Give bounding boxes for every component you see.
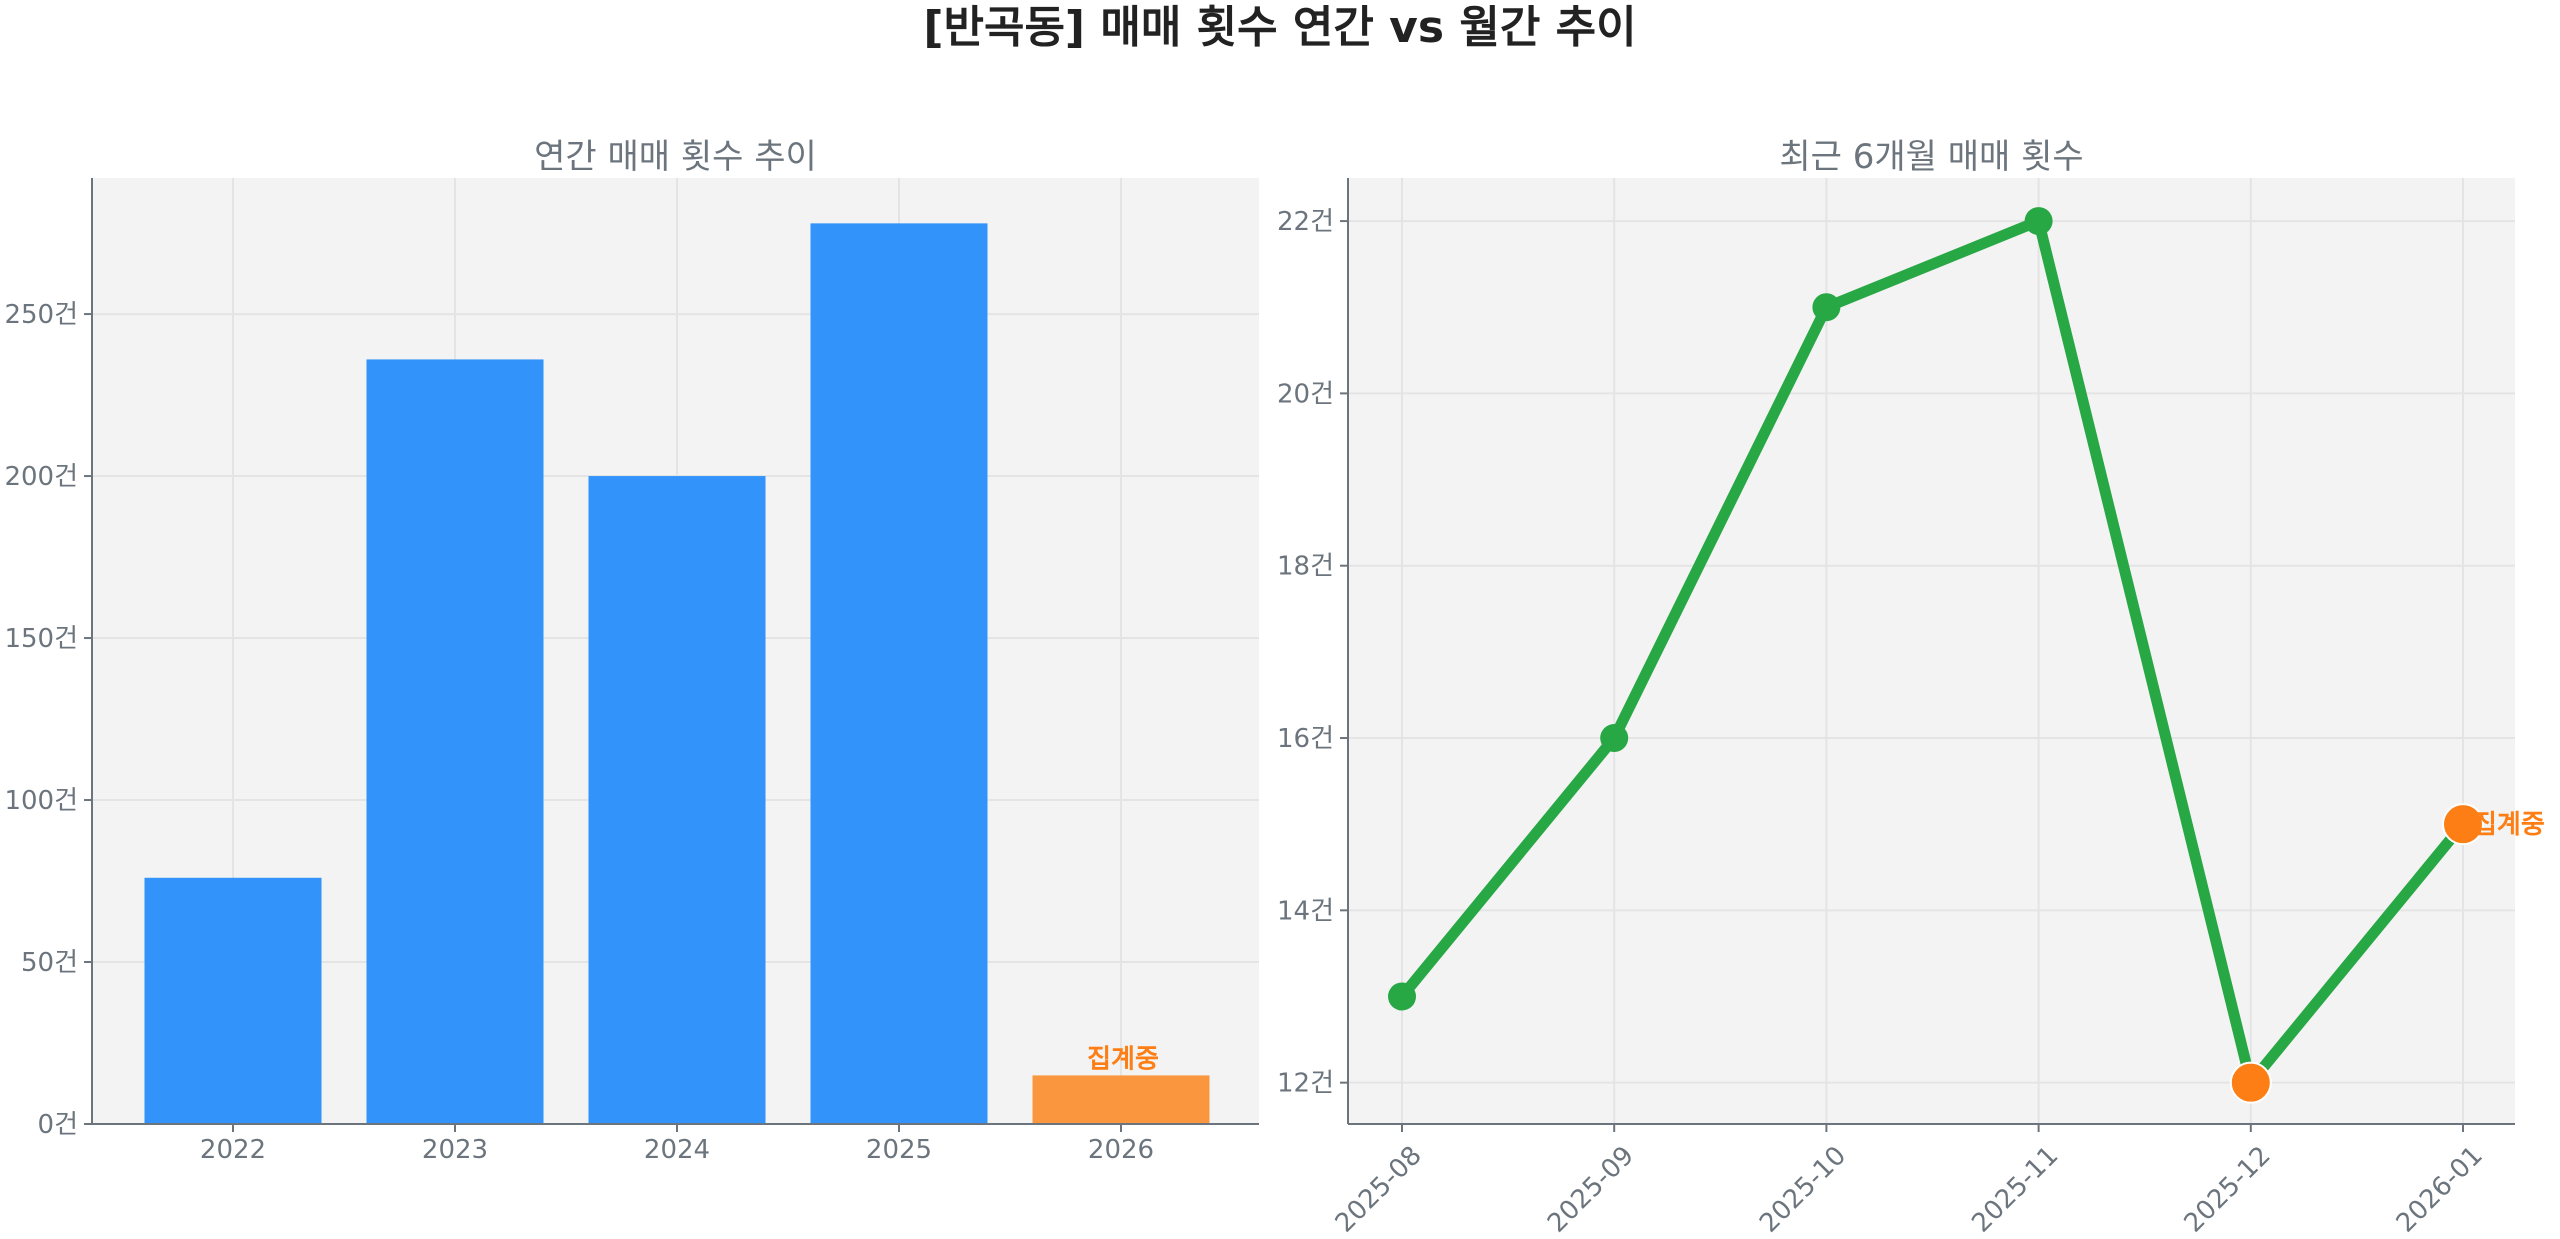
annual-bar-chart: 연간 매매 횟수 추이 0건 50건 100건 150건 200건 250건 2022 2023… [4, 137, 1259, 1165]
x-tick-label: 2026-01 [2391, 1141, 2489, 1235]
y-tick-label: 250건 [4, 300, 78, 330]
y-tick-label: 22건 [1277, 207, 1334, 237]
x-tick-label: 2026 [1088, 1135, 1154, 1165]
y-tick-label: 16건 [1277, 724, 1334, 754]
x-tick-label: 2025-08 [1330, 1141, 1428, 1235]
y-tick-label: 20건 [1277, 379, 1334, 409]
bar-2023 [366, 359, 544, 1124]
x-tick-label: 2025-12 [2179, 1141, 2277, 1235]
bar-2022 [144, 877, 322, 1124]
plot-background [1348, 178, 2515, 1124]
x-tick-label: 2025-11 [1966, 1141, 2064, 1235]
y-tick-label: 12건 [1277, 1069, 1334, 1099]
trend-line [1396, 215, 2469, 1089]
y-tick-label: 0건 [38, 1110, 78, 1140]
partial-data-annotation: 집계중 [1087, 1044, 1159, 1074]
x-tick-label: 2025 [866, 1135, 932, 1165]
bar-2024 [588, 476, 766, 1124]
x-tick-label: 2025-09 [1542, 1141, 1640, 1235]
x-tick-label: 2023 [422, 1135, 488, 1165]
partial-data-annotation: 집계중 [2473, 810, 2545, 840]
y-tick-label: 18건 [1277, 552, 1334, 582]
bar-2026 [1032, 1075, 1210, 1124]
x-tick-label: 2024 [644, 1135, 710, 1165]
figure-title: [반곡동] 매매 횟수 연간 vs 월간 추이 [923, 2, 1636, 53]
data-marker-2025-10 [1812, 293, 1841, 322]
highlight-marker-2025-12 [2229, 1061, 2272, 1104]
monthly-line-chart: 최근 6개월 매매 횟수 12건 14건 16건 18건 20건 22건 2025-08 202… [1277, 137, 2545, 1239]
bar-2025 [810, 223, 988, 1124]
x-tick-label: 2022 [200, 1135, 266, 1165]
data-marker-2025-11 [2024, 207, 2053, 236]
data-marker-2025-09 [1600, 724, 1629, 753]
chart-title: 연간 매매 횟수 추이 [534, 137, 817, 177]
y-tick-label: 14건 [1277, 896, 1334, 926]
y-tick-label: 50건 [21, 948, 78, 978]
y-tick-label: 150건 [4, 624, 78, 654]
chart-title: 최근 6개월 매매 횟수 [1779, 137, 2083, 177]
highlight-marker-2026-01 [2442, 803, 2484, 846]
x-tick-label: 2025-10 [1754, 1141, 1852, 1235]
y-tick-label: 100건 [4, 786, 78, 816]
y-tick-label: 200건 [4, 462, 78, 492]
data-marker-2025-08 [1388, 982, 1416, 1011]
